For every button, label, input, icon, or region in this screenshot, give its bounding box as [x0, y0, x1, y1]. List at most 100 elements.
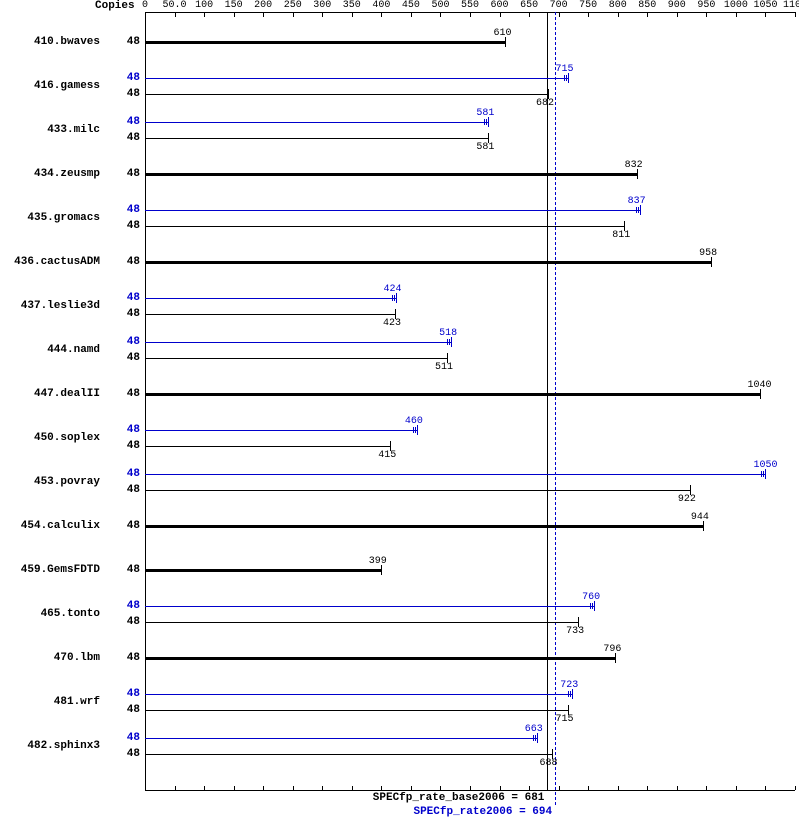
- peak-bar: [145, 122, 488, 123]
- peak-value: 518: [439, 328, 457, 339]
- base-value: 581: [476, 142, 494, 153]
- peak-bar: [145, 298, 396, 299]
- base-bar: [145, 41, 505, 44]
- benchmark-name: 450.soplex: [0, 432, 100, 444]
- base-bar: [145, 226, 624, 227]
- base-bar: [145, 314, 395, 315]
- base-value: 944: [691, 512, 709, 523]
- peak-value: 1050: [753, 460, 777, 471]
- x-tick: [204, 12, 205, 17]
- peak-hash: [447, 339, 448, 345]
- copies-peak: 48: [105, 468, 140, 480]
- footer-peak: SPECfp_rate2006 = 694: [413, 806, 552, 818]
- x-tick: [647, 12, 648, 17]
- copies-base: 48: [105, 36, 140, 48]
- x-tick: [352, 12, 353, 17]
- base-bar: [145, 358, 447, 359]
- copies-base: 48: [105, 88, 140, 100]
- base-bar: [145, 393, 760, 396]
- peak-value: 424: [384, 284, 402, 295]
- base-bar: [145, 569, 381, 572]
- copies-peak: 48: [105, 688, 140, 700]
- base-value: 610: [493, 28, 511, 39]
- base-value: 733: [566, 626, 584, 637]
- peak-bar: [145, 474, 765, 475]
- y-axis: [145, 12, 146, 790]
- base-bar: [145, 173, 637, 176]
- peak-hash: [564, 75, 565, 81]
- benchmark-name: 459.GemsFDTD: [0, 564, 100, 576]
- copies-base: 48: [105, 256, 140, 268]
- peak-bar: [145, 342, 451, 343]
- peak-hash: [592, 603, 593, 609]
- base-value: 958: [699, 248, 717, 259]
- x-tick-bottom: [795, 786, 796, 790]
- peak-bar: [145, 210, 640, 211]
- base-bar: [145, 490, 690, 491]
- base-bar: [145, 94, 548, 95]
- ref-line-peak: [555, 12, 556, 805]
- peak-value: 760: [582, 592, 600, 603]
- base-value: 1040: [748, 380, 772, 391]
- benchmark-name: 416.gamess: [0, 80, 100, 92]
- peak-hash: [484, 119, 485, 125]
- base-bar: [145, 138, 488, 139]
- benchmark-name: 447.dealII: [0, 388, 100, 400]
- peak-hash: [763, 471, 764, 477]
- copies-base: 48: [105, 652, 140, 664]
- copies-base: 48: [105, 352, 140, 364]
- peak-value: 460: [405, 416, 423, 427]
- base-value: 832: [625, 160, 643, 171]
- peak-hash: [533, 735, 534, 741]
- copies-peak: 48: [105, 72, 140, 84]
- copies-peak: 48: [105, 600, 140, 612]
- copies-base: 48: [105, 308, 140, 320]
- x-tick: [618, 12, 619, 17]
- base-bar: [145, 657, 615, 660]
- base-bar: [145, 446, 390, 447]
- peak-hash: [761, 471, 762, 477]
- x-tick: [440, 12, 441, 17]
- base-value: 688: [540, 758, 558, 769]
- copies-peak: 48: [105, 204, 140, 216]
- x-tick: [263, 12, 264, 17]
- copies-base: 48: [105, 564, 140, 576]
- peak-hash: [566, 75, 567, 81]
- peak-hash: [413, 427, 414, 433]
- ref-line-base: [547, 12, 548, 790]
- base-bar: [145, 754, 552, 755]
- benchmark-name: 434.zeusmp: [0, 168, 100, 180]
- benchmark-name: 444.namd: [0, 344, 100, 356]
- benchmark-name: 470.lbm: [0, 652, 100, 664]
- x-axis-bottom: [145, 790, 795, 791]
- peak-hash: [568, 691, 569, 697]
- peak-hash: [638, 207, 639, 213]
- spec-benchmark-chart: Copies 050.01001502002503003504004505005…: [0, 0, 799, 831]
- x-tick: [677, 12, 678, 17]
- base-bar: [145, 525, 703, 528]
- peak-hash: [449, 339, 450, 345]
- copies-peak: 48: [105, 732, 140, 744]
- base-bar: [145, 622, 578, 623]
- base-value: 399: [369, 556, 387, 567]
- copies-peak: 48: [105, 292, 140, 304]
- base-bar: [145, 710, 568, 711]
- peak-hash: [570, 691, 571, 697]
- x-tick: [234, 12, 235, 17]
- peak-bar: [145, 430, 417, 431]
- base-value: 811: [612, 230, 630, 241]
- copies-base: 48: [105, 388, 140, 400]
- benchmark-name: 437.leslie3d: [0, 300, 100, 312]
- x-tick: [736, 12, 737, 17]
- copies-base: 48: [105, 484, 140, 496]
- x-tick: [529, 12, 530, 17]
- base-value: 796: [603, 644, 621, 655]
- peak-hash: [415, 427, 416, 433]
- peak-value: 715: [556, 64, 574, 75]
- benchmark-name: 433.milc: [0, 124, 100, 136]
- x-tick: [381, 12, 382, 17]
- x-tick: [765, 12, 766, 17]
- peak-hash: [590, 603, 591, 609]
- copies-base: 48: [105, 440, 140, 452]
- base-bar: [145, 261, 711, 264]
